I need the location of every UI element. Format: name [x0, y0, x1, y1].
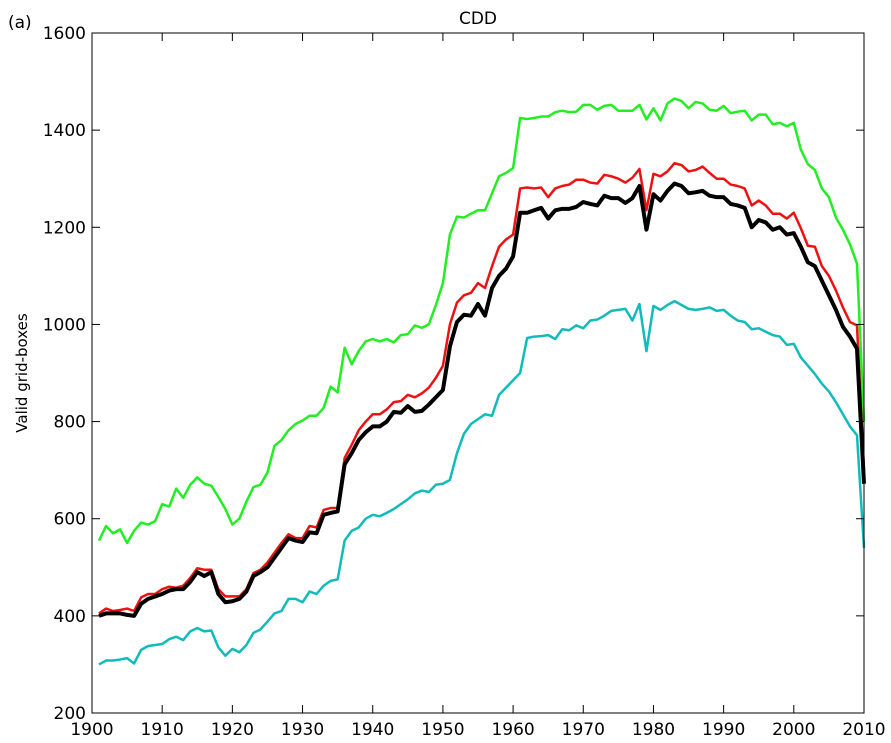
x-tick-label: 1960 — [491, 720, 534, 740]
y-tick-label: 1400 — [43, 121, 86, 141]
series-line — [98, 181, 866, 618]
x-tick-label: 1940 — [351, 720, 394, 740]
y-tick-label: 400 — [54, 607, 86, 627]
y-axis-label: Valid grid-boxes — [13, 313, 31, 433]
y-tick-label: 1200 — [43, 218, 86, 238]
series-line — [97, 97, 866, 545]
chart-title: CDD — [459, 9, 497, 29]
series-line — [98, 161, 866, 615]
x-tick-label: 1900 — [70, 720, 113, 740]
x-tick-label: 2010 — [842, 720, 885, 740]
plot-frame — [91, 32, 865, 714]
y-tick-label: 800 — [54, 413, 86, 433]
x-tick-label: 1910 — [141, 720, 184, 740]
x-tick-label: 1930 — [281, 720, 324, 740]
x-tick-label: 1970 — [562, 720, 605, 740]
y-tick-label: 1600 — [43, 24, 86, 44]
x-tick-label: 1950 — [421, 720, 464, 740]
x-tick-label: 1990 — [702, 720, 745, 740]
y-tick-label: 200 — [54, 704, 86, 724]
series-line — [98, 299, 866, 666]
y-tick-label: 600 — [54, 510, 86, 530]
x-tick-label: 1980 — [632, 720, 675, 740]
x-tick-label: 1920 — [211, 720, 254, 740]
y-tick-label: 1000 — [43, 315, 86, 335]
x-tick-label: 2000 — [772, 720, 815, 740]
panel-label: (a) — [8, 13, 32, 33]
plot-area — [97, 97, 866, 666]
